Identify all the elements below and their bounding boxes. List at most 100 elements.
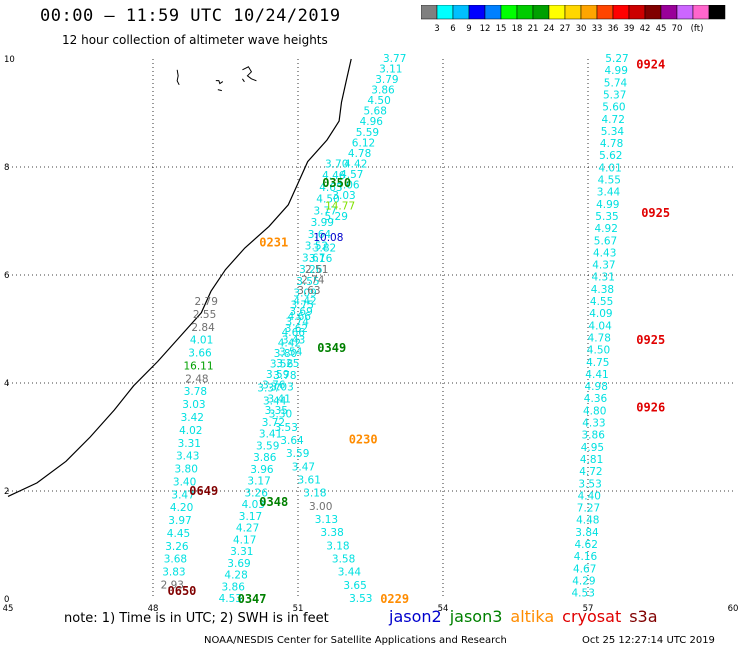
- swh-value-label: 4.80: [583, 405, 606, 417]
- swh-value-label: 3.86: [222, 581, 246, 593]
- swh-value-label: 3.52: [305, 241, 328, 253]
- swh-value-label: 5.27: [605, 53, 628, 65]
- swh-value-label: 3.13: [315, 514, 338, 526]
- swh-value-label: 4.92: [595, 223, 618, 235]
- swh-value-label: 3.65: [343, 580, 366, 592]
- swh-value-label: 5.68: [364, 106, 387, 118]
- y-tick-label: 4: [4, 379, 9, 389]
- swh-value-label: 3.03: [270, 382, 293, 394]
- swh-value-label: 3.03: [182, 399, 205, 411]
- swh-value-label: 3.00: [309, 501, 332, 513]
- swh-value-label: 3.59: [286, 448, 309, 460]
- swh-value-label: 4.28: [224, 570, 247, 582]
- colorbar-tick-label: 42: [640, 24, 651, 34]
- pass-time-label: 0349: [317, 341, 346, 355]
- swh-value-label: 3.30: [269, 409, 292, 421]
- legend-jason3: jason3: [449, 607, 503, 626]
- island: [242, 66, 257, 83]
- colorbar-tick-label: 30: [576, 24, 587, 34]
- swh-value-label: 4.20: [170, 502, 193, 514]
- colorbar-tick-label: 21: [528, 24, 539, 34]
- swh-value-label: 3.53: [349, 593, 372, 605]
- swh-value-label: 4.53: [572, 588, 595, 600]
- map-subtitle: 12 hour collection of altimeter wave hei…: [62, 33, 328, 47]
- swh-value-label: 3.55: [296, 276, 319, 288]
- swh-value-label: 4.72: [579, 466, 602, 478]
- colorbar-tick-label: 24: [544, 24, 555, 34]
- swh-value-label: 2.55: [193, 309, 216, 321]
- colorbar-tick-label: 15: [496, 24, 507, 34]
- swh-value-label: 10.08: [313, 232, 343, 244]
- legend-jason2: jason2: [389, 607, 442, 626]
- swh-value-label: 3.83: [162, 567, 185, 579]
- colorbar-swatch: [708, 5, 726, 20]
- credit-date: Oct 25 12:27:14 UTC 2019: [582, 635, 715, 646]
- swh-value-label: 4.43: [593, 247, 616, 259]
- swh-value-label: 4.72: [602, 114, 625, 126]
- swh-value-label: 4.02: [179, 425, 202, 437]
- swh-value-label: 4.45: [167, 528, 190, 540]
- swh-value-label: 5.34: [601, 126, 625, 138]
- swh-value-label: 4.96: [360, 116, 384, 128]
- swh-value-label: 4.16: [574, 551, 598, 563]
- swh-value-label: 3.26: [245, 487, 269, 499]
- swh-value-label: 4.27: [236, 523, 259, 535]
- colorbar-tick-label: 3: [434, 24, 439, 34]
- swh-value-label: 3.70: [325, 158, 348, 170]
- swh-value-label: 3.78: [184, 386, 207, 398]
- swh-value-label: 4.46: [322, 170, 346, 182]
- swh-value-label: 3.35: [265, 405, 288, 417]
- island: [176, 69, 180, 86]
- y-tick-label: 6: [4, 271, 9, 281]
- swh-value-label: 5.74: [604, 77, 628, 89]
- pass-time-label: 0925: [636, 333, 665, 347]
- swh-value-label: 3.64: [280, 435, 304, 447]
- swh-value-label: 5.62: [599, 150, 622, 162]
- swh-value-label: 3.43: [282, 335, 305, 347]
- y-tick-label: 0: [4, 595, 9, 605]
- swh-value-label: 5.60: [602, 102, 625, 114]
- swh-value-label: 4.29: [572, 576, 595, 588]
- pass-time-label: 0924: [636, 57, 665, 71]
- swh-value-label: 4.62: [575, 539, 598, 551]
- colorbar-tick-label: 27: [560, 24, 571, 34]
- swh-value-label: 5.29: [325, 211, 348, 223]
- swh-value-label: 3.31: [178, 438, 201, 450]
- swh-value-label: 2.79: [195, 296, 218, 308]
- swh-value-label: 4.48: [576, 515, 599, 527]
- colorbar-tick-label: 70: [672, 24, 683, 34]
- swh-value-label: 3.64: [308, 229, 332, 241]
- swh-value-label: 3.41: [259, 429, 282, 441]
- swh-value-label: 4.41: [585, 369, 608, 381]
- swh-value-label: 3.18: [303, 488, 326, 500]
- colorbar-tick-label: 36: [608, 24, 619, 34]
- swh-value-label: 4.36: [584, 393, 608, 405]
- swh-value-label: 3.67: [302, 252, 325, 264]
- legend-s3a: s3a: [629, 607, 658, 626]
- swh-value-label: 4.37: [592, 260, 615, 272]
- swh-value-label: 3.76: [262, 380, 286, 392]
- swh-value-label: 3.79: [375, 74, 398, 86]
- swh-value-label: 3.26: [165, 541, 189, 553]
- pass-time-label: 0231: [259, 236, 288, 250]
- units-note: note: 1) Time is in UTC; 2) SWH is in fe…: [64, 611, 329, 626]
- swh-value-label: 2.74: [301, 274, 325, 286]
- swh-value-label: 4.42: [278, 338, 301, 350]
- map-title: 00:00 – 11:59 UTC 10/24/2019: [40, 6, 341, 26]
- swh-value-label: 3.11: [379, 64, 402, 76]
- swh-value-label: 3.68: [164, 554, 187, 566]
- swh-value-label: 3.77: [314, 205, 337, 217]
- swh-value-label: 4.17: [233, 534, 256, 546]
- swh-value-label: 4.53: [219, 593, 242, 605]
- swh-value-label: 7.27: [577, 503, 600, 515]
- swh-value-label: 4.98: [585, 381, 608, 393]
- colorbar-tick-label: 18: [512, 24, 523, 34]
- swh-value-label: 3.42: [181, 412, 204, 424]
- x-tick-label: 51: [293, 604, 304, 614]
- swh-value-label: 3.44: [263, 396, 287, 408]
- swh-value-label: 3.47: [292, 461, 315, 473]
- swh-value-label: 3.61: [298, 475, 321, 487]
- swh-value-label: 3.74: [286, 317, 310, 329]
- x-tick-label: 54: [438, 604, 449, 614]
- swh-value-label: 4.99: [596, 199, 619, 211]
